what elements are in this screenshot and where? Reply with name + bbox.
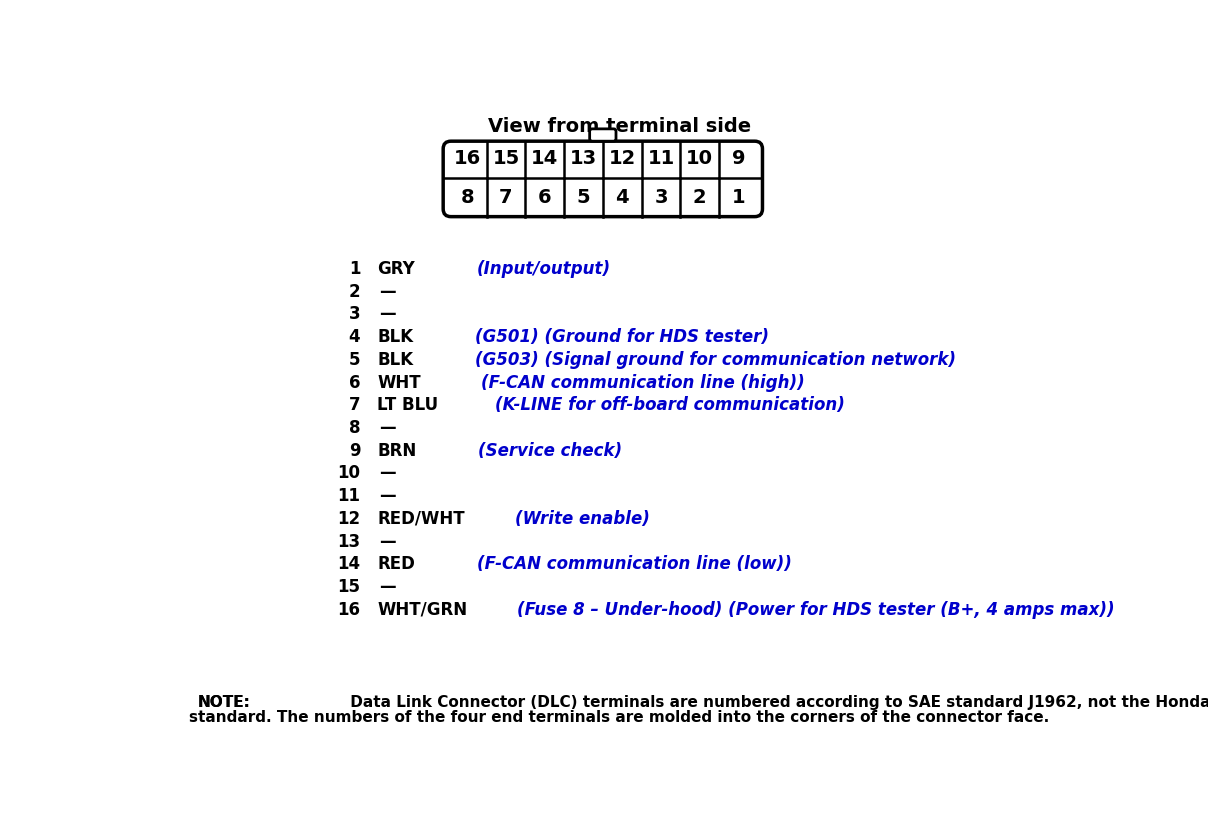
Text: 12: 12 bbox=[609, 149, 635, 168]
Text: —: — bbox=[379, 283, 395, 300]
Text: (G503) (Signal ground for communication network): (G503) (Signal ground for communication … bbox=[475, 351, 957, 369]
Text: 8: 8 bbox=[349, 419, 360, 437]
Text: View from terminal side: View from terminal side bbox=[488, 117, 750, 136]
Text: 10: 10 bbox=[337, 465, 360, 482]
Text: 2: 2 bbox=[349, 283, 360, 300]
Text: 14: 14 bbox=[532, 149, 558, 168]
Text: Data Link Connector (DLC) terminals are numbered according to SAE standard J1962: Data Link Connector (DLC) terminals are … bbox=[345, 695, 1208, 710]
Text: 9: 9 bbox=[349, 442, 360, 460]
Text: WHT/GRN: WHT/GRN bbox=[377, 601, 467, 618]
Text: 16: 16 bbox=[453, 149, 481, 168]
Text: 1: 1 bbox=[349, 260, 360, 278]
Text: 15: 15 bbox=[493, 149, 519, 168]
Text: 14: 14 bbox=[337, 555, 360, 574]
Text: NOTE:: NOTE: bbox=[197, 695, 250, 710]
Text: (Service check): (Service check) bbox=[477, 442, 622, 460]
Text: 2: 2 bbox=[693, 188, 707, 207]
Text: (Fuse 8 – Under-hood) (Power for HDS tester (B+, 4 amps max)): (Fuse 8 – Under-hood) (Power for HDS tes… bbox=[517, 601, 1115, 618]
Text: 13: 13 bbox=[337, 533, 360, 550]
Text: —: — bbox=[379, 487, 395, 505]
Text: 3: 3 bbox=[655, 188, 668, 207]
Text: —: — bbox=[379, 578, 395, 596]
Text: 11: 11 bbox=[647, 149, 674, 168]
Text: 16: 16 bbox=[337, 601, 360, 618]
Text: 5: 5 bbox=[576, 188, 591, 207]
Text: —: — bbox=[379, 419, 395, 437]
Text: 4: 4 bbox=[615, 188, 629, 207]
Text: 7: 7 bbox=[349, 396, 360, 414]
Text: 9: 9 bbox=[732, 149, 745, 168]
Text: RED: RED bbox=[377, 555, 416, 574]
Text: —: — bbox=[379, 533, 395, 550]
Text: BLK: BLK bbox=[377, 351, 413, 369]
Text: GRY: GRY bbox=[377, 260, 416, 278]
FancyBboxPatch shape bbox=[590, 129, 616, 141]
Text: BRN: BRN bbox=[377, 442, 417, 460]
Text: 12: 12 bbox=[337, 510, 360, 528]
Text: (Input/output): (Input/output) bbox=[476, 260, 611, 278]
Text: (F-CAN communication line (high)): (F-CAN communication line (high)) bbox=[481, 374, 805, 392]
Text: —: — bbox=[379, 465, 395, 482]
Text: (K-LINE for off-board communication): (K-LINE for off-board communication) bbox=[494, 396, 844, 414]
Text: LT BLU: LT BLU bbox=[377, 396, 439, 414]
Text: (Write enable): (Write enable) bbox=[515, 510, 650, 528]
Text: 1: 1 bbox=[732, 188, 745, 207]
Text: 5: 5 bbox=[349, 351, 360, 369]
Text: 8: 8 bbox=[460, 188, 474, 207]
Text: 13: 13 bbox=[570, 149, 597, 168]
Text: WHT: WHT bbox=[377, 374, 420, 392]
Text: 10: 10 bbox=[686, 149, 713, 168]
Text: 7: 7 bbox=[499, 188, 512, 207]
Text: NOTE:: NOTE: bbox=[197, 695, 250, 710]
Text: 6: 6 bbox=[349, 374, 360, 392]
Text: BLK: BLK bbox=[377, 328, 413, 346]
Text: 11: 11 bbox=[337, 487, 360, 505]
Text: 6: 6 bbox=[538, 188, 552, 207]
Text: (G501) (Ground for HDS tester): (G501) (Ground for HDS tester) bbox=[475, 328, 769, 346]
Text: 3: 3 bbox=[349, 305, 360, 324]
Text: —: — bbox=[379, 305, 395, 324]
FancyBboxPatch shape bbox=[443, 141, 762, 217]
Text: standard. The numbers of the four end terminals are molded into the corners of t: standard. The numbers of the four end te… bbox=[188, 710, 1050, 725]
Text: (F-CAN communication line (low)): (F-CAN communication line (low)) bbox=[477, 555, 791, 574]
Text: 4: 4 bbox=[349, 328, 360, 346]
Text: RED/WHT: RED/WHT bbox=[377, 510, 465, 528]
Text: 15: 15 bbox=[337, 578, 360, 596]
